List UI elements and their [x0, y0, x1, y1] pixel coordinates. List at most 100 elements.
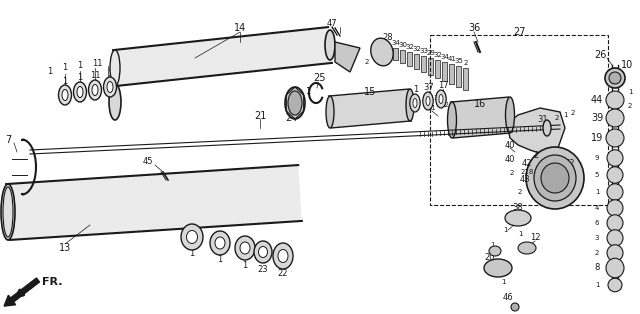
- Polygon shape: [451, 97, 511, 138]
- Ellipse shape: [543, 120, 551, 136]
- Ellipse shape: [606, 129, 624, 147]
- Text: 2: 2: [510, 170, 514, 176]
- Text: 3: 3: [595, 235, 599, 241]
- Text: 2: 2: [628, 103, 632, 109]
- Text: 24: 24: [285, 113, 297, 123]
- Text: 1: 1: [189, 250, 195, 258]
- Text: 33: 33: [419, 48, 429, 54]
- Text: 23: 23: [258, 264, 268, 273]
- Text: 16: 16: [474, 99, 486, 109]
- Bar: [428, 58, 433, 75]
- Bar: [407, 52, 412, 66]
- Text: 41: 41: [447, 56, 456, 62]
- Ellipse shape: [62, 89, 68, 100]
- Ellipse shape: [423, 92, 433, 110]
- Text: 38: 38: [513, 203, 524, 212]
- Text: 1: 1: [305, 86, 310, 95]
- Text: 32: 32: [440, 102, 449, 108]
- Text: 1: 1: [503, 227, 508, 233]
- Text: 2: 2: [464, 60, 468, 66]
- Ellipse shape: [109, 84, 121, 120]
- Bar: [456, 66, 461, 87]
- Ellipse shape: [506, 97, 515, 133]
- Polygon shape: [328, 89, 412, 128]
- Text: 20: 20: [484, 252, 495, 262]
- Text: 1: 1: [628, 89, 632, 95]
- Text: 35: 35: [454, 58, 463, 64]
- Ellipse shape: [605, 68, 625, 88]
- Polygon shape: [113, 27, 332, 86]
- Text: 9: 9: [595, 155, 599, 161]
- Text: 17: 17: [438, 82, 448, 90]
- Ellipse shape: [608, 278, 622, 292]
- Text: 18: 18: [550, 164, 560, 172]
- Polygon shape: [6, 165, 302, 240]
- Text: 47: 47: [326, 19, 337, 28]
- Text: 32: 32: [413, 46, 421, 52]
- Bar: [463, 68, 468, 90]
- Ellipse shape: [447, 102, 456, 138]
- Text: 1: 1: [500, 279, 505, 285]
- Text: 37: 37: [424, 84, 435, 93]
- Ellipse shape: [92, 84, 98, 95]
- Text: 11: 11: [92, 58, 102, 68]
- Ellipse shape: [254, 241, 272, 263]
- Ellipse shape: [511, 303, 519, 311]
- Ellipse shape: [606, 258, 624, 278]
- Text: 1: 1: [563, 112, 567, 118]
- Text: 45: 45: [143, 158, 153, 166]
- Text: 10: 10: [621, 60, 633, 70]
- Polygon shape: [508, 108, 565, 155]
- Text: 29: 29: [427, 50, 435, 56]
- Text: 2: 2: [518, 189, 522, 195]
- Text: 2: 2: [533, 150, 539, 160]
- Text: 6: 6: [595, 220, 599, 226]
- Text: 41: 41: [428, 105, 436, 111]
- Text: 32: 32: [433, 52, 442, 58]
- Text: 1: 1: [243, 261, 248, 269]
- Text: 1: 1: [62, 77, 68, 85]
- Text: 2: 2: [555, 115, 559, 121]
- Text: 1: 1: [47, 67, 52, 75]
- Ellipse shape: [3, 187, 13, 237]
- Ellipse shape: [607, 245, 623, 261]
- Text: 42: 42: [564, 159, 575, 167]
- Ellipse shape: [181, 224, 203, 250]
- Ellipse shape: [210, 231, 230, 255]
- Text: 22: 22: [278, 268, 288, 278]
- Ellipse shape: [534, 155, 576, 201]
- Ellipse shape: [278, 250, 288, 263]
- Ellipse shape: [110, 50, 120, 86]
- Text: 14: 14: [234, 23, 246, 33]
- Ellipse shape: [325, 30, 335, 60]
- Text: 44: 44: [591, 95, 603, 105]
- Text: 218: 218: [520, 169, 534, 175]
- Text: 30: 30: [399, 42, 408, 48]
- Polygon shape: [335, 42, 360, 72]
- Ellipse shape: [505, 210, 531, 226]
- Text: 26: 26: [594, 50, 606, 60]
- Text: 8: 8: [595, 263, 600, 273]
- Text: 19: 19: [591, 133, 603, 143]
- Text: 1: 1: [595, 189, 599, 195]
- Text: 1: 1: [108, 68, 113, 78]
- Text: 25: 25: [314, 73, 326, 83]
- Ellipse shape: [74, 82, 86, 102]
- Ellipse shape: [609, 72, 621, 84]
- Ellipse shape: [58, 85, 72, 105]
- Text: 1: 1: [218, 256, 223, 264]
- Ellipse shape: [606, 91, 624, 109]
- Text: 28: 28: [383, 34, 394, 42]
- Ellipse shape: [436, 90, 446, 108]
- Text: 11: 11: [90, 72, 100, 80]
- Bar: [449, 64, 454, 84]
- Text: 46: 46: [502, 294, 513, 302]
- Ellipse shape: [235, 236, 255, 260]
- Text: 11: 11: [548, 116, 559, 126]
- Text: 5: 5: [595, 172, 599, 178]
- Ellipse shape: [607, 230, 623, 246]
- Text: 1: 1: [77, 62, 83, 71]
- Text: 43: 43: [520, 176, 531, 185]
- Text: 12: 12: [530, 234, 540, 242]
- Text: 1: 1: [62, 63, 68, 73]
